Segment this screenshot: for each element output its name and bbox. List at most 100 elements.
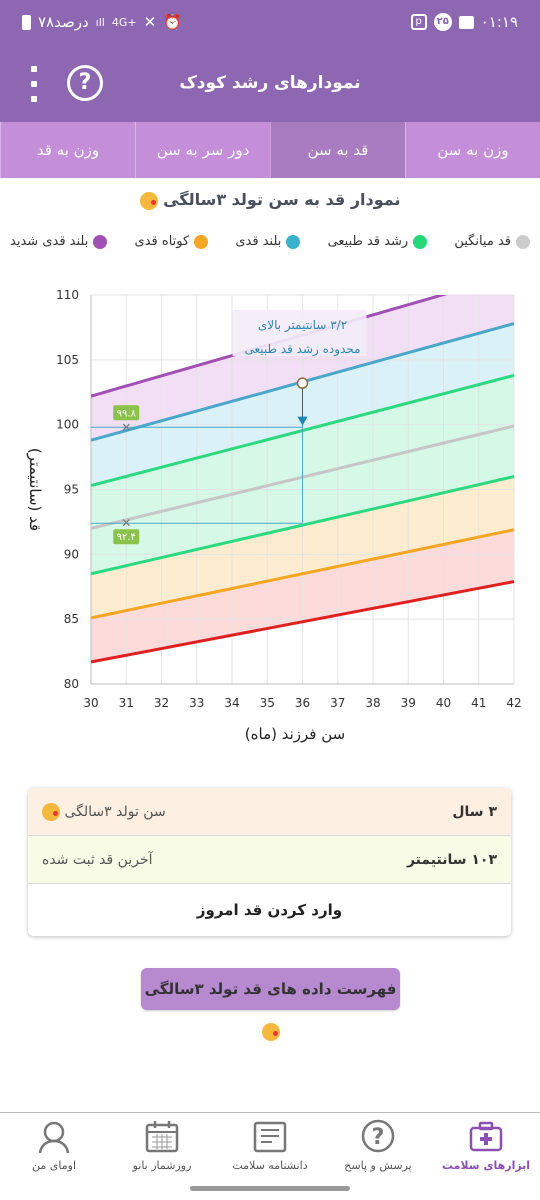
marker-label: ۹۹.۸ <box>117 408 137 419</box>
legend-dot <box>286 234 301 249</box>
x-tick-label: 40 <box>436 696 451 710</box>
legend-dot <box>413 234 428 249</box>
kebab-menu-icon[interactable] <box>24 66 44 102</box>
nav-label: روزشمار بانو <box>132 1159 192 1172</box>
annotation-line-2: محدوده رشد قد طبیعی <box>244 342 360 357</box>
legend-item-short[interactable]: کوتاه قدی <box>135 234 209 249</box>
legend-label: رشد قد طبیعی <box>327 234 409 249</box>
home-indicator <box>190 1186 350 1191</box>
x-tick-label: 35 <box>260 696 275 710</box>
kiss-emoji-icon <box>42 802 60 821</box>
x-tick-label: 36 <box>295 696 310 710</box>
kiss-emoji-icon <box>139 191 158 210</box>
tab-height-for-age[interactable]: قد به سن <box>270 122 405 178</box>
legend-label: بلند قدی <box>235 234 282 249</box>
help-circle-icon[interactable]: ? <box>67 65 103 101</box>
nav-label: دانشنامه سلامت <box>232 1159 308 1172</box>
x-tick-label: 31 <box>119 696 134 710</box>
nav-label: پرسش و پاسخ <box>344 1159 412 1172</box>
signal-icon: ıll <box>95 15 105 29</box>
x-tick-label: 37 <box>330 696 345 710</box>
encyclopedia-icon <box>253 1121 287 1153</box>
legend-item-tall[interactable]: بلند قدی <box>235 234 301 249</box>
y-tick-label: 80 <box>64 677 79 691</box>
legend-item-severe-tall[interactable]: بلند قدی شدید <box>10 234 108 249</box>
marker-label: ۹۲.۴ <box>117 532 136 543</box>
network-text: 4G+ <box>111 15 137 29</box>
legend-label: قد میانگین <box>454 234 511 249</box>
legend-dot <box>516 234 530 249</box>
y-tick-label: 90 <box>64 547 79 561</box>
legend-dot <box>194 234 209 249</box>
last-height-label: آخرین قد ثبت شده <box>42 851 153 868</box>
enter-today-height-button[interactable]: وارد کردن قد امروز <box>28 884 511 936</box>
nav-questions[interactable]: ? پرسش و پاسخ <box>324 1113 432 1182</box>
x-axis-label: سن فرزند (ماه) <box>245 725 345 743</box>
first-aid-kit-icon <box>469 1121 503 1152</box>
tab-weight-for-height[interactable]: وزن به قد <box>0 122 135 178</box>
x-tick-label: 41 <box>471 696 486 710</box>
status-bar: ۷۸درصد ıll 4G+ ✕ ⏰ p ۲۵ ۰۱:۱۹ <box>0 0 540 44</box>
x-tick-label: 30 <box>83 696 98 710</box>
alarm-icon: ⏰ <box>163 13 182 31</box>
x-tick-label: 32 <box>154 696 169 710</box>
notification-count-badge: ۲۵ <box>433 13 452 31</box>
nav-profile[interactable]: اومای من <box>0 1113 108 1182</box>
page-title: نمودارهای رشد کودک <box>179 73 361 93</box>
clock-text: ۰۱:۱۹ <box>480 13 518 31</box>
kiss-emoji-icon <box>261 1022 280 1041</box>
app-bar: ? نمودارهای رشد کودک <box>0 44 540 122</box>
profile-icon <box>38 1121 70 1154</box>
question-bubble-icon: ? <box>361 1119 395 1153</box>
measurement-point <box>296 377 309 389</box>
series-line <box>91 580 514 664</box>
nav-health-tools[interactable]: ابزارهای سلامت <box>432 1113 540 1182</box>
legend-dot <box>93 234 108 249</box>
list-button-label: فهرست داده های قد تولد ۳سالگی <box>144 980 397 998</box>
y-tick-label: 85 <box>64 612 79 626</box>
height-for-age-chart[interactable]: 30 31 32 33 34 35 36 37 38 39 40 41 42 80 85 90 95 100 105… <box>0 270 540 760</box>
battery-text: ۷۸درصد <box>38 13 89 31</box>
last-height-row: آخرین قد ثبت شده ۱۰۳ سانتیمتر <box>28 836 511 884</box>
age-row: سن تولد ۳سالگی ۳ سال <box>28 788 511 836</box>
nav-encyclopedia[interactable]: دانشنامه سلامت <box>216 1113 324 1182</box>
nav-calendar[interactable]: روزشمار بانو <box>108 1113 216 1182</box>
status-bar-left: ۷۸درصد ıll 4G+ ✕ ⏰ <box>22 13 182 31</box>
tab-head-circumference[interactable]: دور سر به سن <box>135 122 270 178</box>
svg-text:?: ? <box>372 1125 385 1150</box>
last-height-value: ۱۰۳ سانتیمتر <box>406 851 497 868</box>
series-line <box>91 475 514 576</box>
marker-badge <box>113 529 140 545</box>
age-value: ۳ سال <box>452 803 497 820</box>
chart-ticks: 30 31 32 33 34 35 36 37 38 39 40 41 42 80 85 90 95 100 105… <box>56 288 522 710</box>
y-axis-label: قد (سانتیمتر) <box>26 448 44 531</box>
x-tick-label: 34 <box>224 696 239 710</box>
x-tick-label: 42 <box>506 696 521 710</box>
x-tick-label: 38 <box>365 696 380 710</box>
mute-icon: ✕ <box>143 13 157 31</box>
battery-icon <box>22 14 31 30</box>
arrow-head-icon <box>297 416 308 426</box>
status-bar-right: p ۲۵ ۰۱:۱۹ <box>410 13 518 31</box>
marker-x-icon: ✕ <box>121 420 131 434</box>
annotation-bg <box>232 310 367 356</box>
annotation-line-1: ۳/۲ سانتیمتر بالای <box>258 318 347 333</box>
info-card: سن تولد ۳سالگی ۳ سال آخرین قد ثبت شده ۱۰… <box>28 788 511 936</box>
gallery-icon <box>458 15 474 29</box>
y-tick-label: 110 <box>56 288 79 302</box>
y-tick-label: 100 <box>56 418 79 432</box>
marker-x-icon: ✕ <box>121 516 131 530</box>
series-line <box>91 528 514 620</box>
chart-legend: بلند قدی شدید کوتاه قدی بلند قدی رشد قد … <box>10 234 530 249</box>
legend-item-average[interactable]: قد میانگین <box>454 234 530 249</box>
legend-item-normal[interactable]: رشد قد طبیعی <box>328 234 428 249</box>
notification-app-icon: p <box>410 14 427 30</box>
tab-weight-for-age[interactable]: وزن به سن <box>405 122 540 178</box>
height-data-list-button[interactable]: فهرست داده های قد تولد ۳سالگی <box>141 968 400 1041</box>
x-tick-label: 33 <box>189 696 204 710</box>
bottom-navigation: ابزارهای سلامت ? پرسش و پاسخ دانشنامه سل… <box>0 1112 540 1182</box>
marker-badge <box>113 405 140 421</box>
legend-label: کوتاه قدی <box>134 234 190 249</box>
y-tick-label: 105 <box>56 353 79 367</box>
